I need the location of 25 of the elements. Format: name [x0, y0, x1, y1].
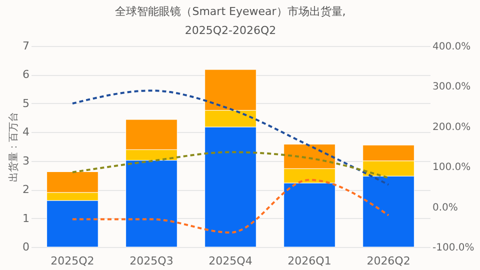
chart-title: 全球智能眼镜（Smart Eyewear）市场出货量,: [115, 5, 346, 18]
y-tick-label: 1: [22, 212, 30, 225]
x-tick-label: 2026Q2: [366, 254, 410, 268]
line-series: [71, 151, 390, 179]
line-series: [71, 178, 390, 234]
y2-tick-label: 0.0%: [432, 202, 458, 214]
y-tick-label: 3: [22, 154, 30, 168]
line-series: [71, 90, 390, 186]
x-tick-label: 2025Q3: [130, 254, 174, 268]
y-axis-title: 出货量：百万台: [8, 112, 20, 182]
y2-tick-label: -100.0%: [432, 242, 474, 254]
y-tick-label: 4: [22, 126, 30, 139]
y-tick-label: 5: [22, 96, 30, 110]
y2-tick-label: 400.0%: [432, 42, 471, 52]
y-tick-label: 2: [22, 183, 30, 196]
x-tick-label: 2026Q1: [288, 254, 332, 268]
y2-tick-label: 200.0%: [432, 122, 471, 133]
y-tick-label: 7: [22, 40, 30, 52]
x-tick-label: 2025Q2: [50, 254, 94, 268]
chart-subtitle: 2025Q2-2026Q2: [184, 24, 276, 37]
x-tick-label: 2025Q4: [208, 254, 252, 268]
y-tick-label: 6: [22, 68, 30, 82]
y2-tick-label: 100.0%: [432, 162, 471, 174]
y-tick-label: 0: [22, 240, 30, 254]
y2-tick-label: 300.0%: [432, 82, 471, 93]
